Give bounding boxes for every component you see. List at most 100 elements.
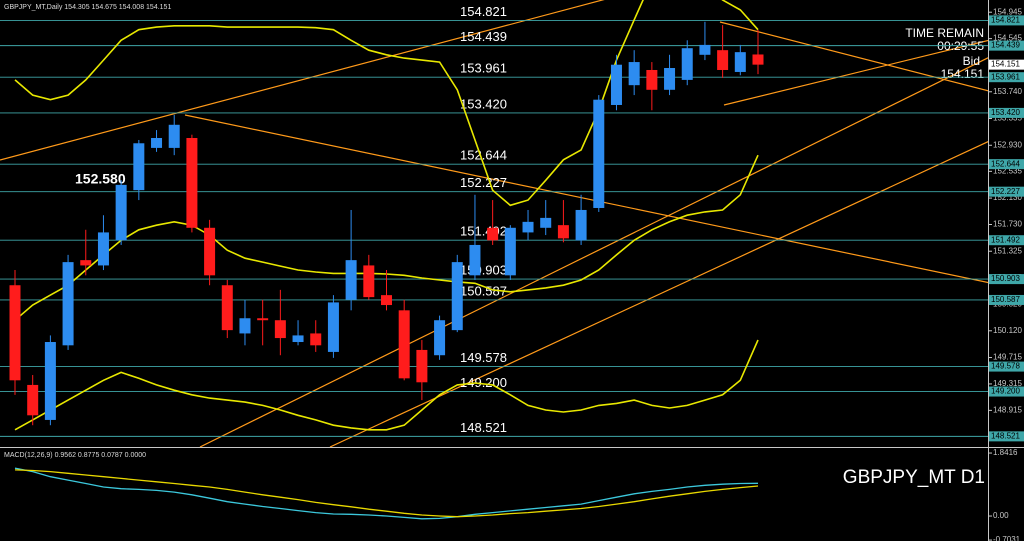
macd-lines (14, 467, 759, 520)
y-tick-label: 148.915 (993, 405, 1022, 414)
candle-body (327, 302, 339, 352)
level-box (989, 274, 1024, 285)
level-box (989, 386, 1024, 397)
level-box (989, 235, 1024, 246)
macd-title: MACD(12,26,9) 0.9562 0.8775 0.0787 0.000… (4, 452, 146, 459)
candle-body (540, 217, 552, 228)
y-tick-label: 152.930 (993, 140, 1022, 149)
level-label: 152.227 (460, 175, 507, 190)
y-tick-label: 150.120 (993, 326, 1022, 335)
candle-body (610, 64, 622, 105)
candle-body (699, 44, 711, 55)
y-tick-label: 149.715 (993, 353, 1022, 362)
candle-body (451, 262, 463, 331)
candle-body (257, 318, 269, 321)
y-tick-label: 153.335 (993, 114, 1022, 123)
bid-box-label: 154.151 (991, 60, 1020, 69)
y-tick-label: 151.730 (993, 220, 1022, 229)
candle-body (628, 62, 640, 86)
level-box-label: 154.439 (991, 41, 1020, 50)
candle-body (80, 260, 92, 266)
candle-body (168, 124, 180, 148)
time-remain-value: 00:29:55 (937, 39, 984, 53)
level-label: 150.903 (460, 263, 507, 278)
candle-body (133, 143, 145, 191)
level-box-label: 149.200 (991, 387, 1020, 396)
level-label: 154.821 (460, 4, 507, 19)
candle-body (734, 52, 746, 72)
candle-body (204, 227, 216, 276)
band-line (14, 0, 759, 207)
level-box-label: 153.961 (991, 72, 1020, 81)
candle-body (97, 232, 109, 266)
level-box (989, 186, 1024, 197)
trend-lines (0, 0, 988, 447)
candle-body (752, 54, 764, 65)
time-remain-label: TIME REMAIN (905, 26, 984, 40)
candle-body (239, 318, 251, 334)
candle-body (504, 227, 516, 276)
candle-body (593, 99, 605, 208)
candle-body (469, 244, 481, 276)
level-box-label: 149.578 (991, 362, 1020, 371)
y-tick-label: 151.325 (993, 246, 1022, 255)
watermark: GBPJPY_MT D1 (843, 467, 985, 488)
y-tick-label: 152.535 (993, 166, 1022, 175)
level-box-label: 148.521 (991, 431, 1020, 440)
level-box (989, 431, 1024, 442)
candle-body (9, 285, 21, 381)
level-label: 152.644 (460, 148, 507, 163)
candle-body (186, 137, 198, 228)
candle-body (398, 310, 410, 379)
candle-body (221, 285, 233, 331)
macd-line (14, 469, 759, 518)
level-label: 153.420 (460, 96, 507, 111)
level-label: 151.492 (460, 224, 507, 239)
y-tick-label: -0.7031 (993, 535, 1021, 541)
level-box-label: 153.420 (991, 108, 1020, 117)
candles (9, 21, 764, 426)
level-box (989, 15, 1024, 26)
trend-line (199, 57, 988, 447)
trend-line (0, 0, 605, 161)
level-box-label: 150.587 (991, 295, 1020, 304)
level-box-label: 151.492 (991, 235, 1020, 244)
level-box (989, 294, 1024, 305)
y-tick-label: 0.00 (993, 511, 1009, 520)
bid-box (989, 59, 1024, 70)
candle-body (434, 320, 446, 356)
candle-body (575, 209, 587, 241)
y-tick-label: 1.8416 (993, 448, 1018, 457)
level-box-label: 152.227 (991, 187, 1020, 196)
candle-body (44, 342, 56, 420)
level-label: 149.200 (460, 375, 507, 390)
candle-body (381, 295, 392, 306)
y-tick-label: 153.740 (993, 87, 1022, 96)
level-box (989, 72, 1024, 83)
candle-body (646, 69, 658, 90)
trend-line (723, 39, 988, 106)
level-label: 149.578 (460, 350, 507, 365)
level-label: 150.587 (460, 283, 507, 298)
band-line (14, 339, 759, 431)
candle-body (310, 333, 322, 346)
candle-body (522, 221, 534, 233)
marked-price: 152.580 (75, 171, 126, 187)
macd-line (14, 467, 759, 520)
level-box-label: 150.903 (991, 274, 1020, 283)
candle-body (62, 262, 74, 346)
candle-body (664, 68, 676, 90)
trend-line (184, 114, 988, 284)
level-label: 153.961 (460, 61, 507, 76)
bid-label: Bid (963, 54, 980, 68)
candle-body (115, 184, 127, 241)
level-label: 148.521 (460, 420, 507, 435)
candle-body (151, 137, 163, 148)
candle-body (292, 335, 304, 343)
level-box (989, 159, 1024, 170)
y-tick-label: 154.545 (993, 34, 1022, 43)
candle-body (363, 265, 375, 298)
trend-line (329, 141, 988, 447)
